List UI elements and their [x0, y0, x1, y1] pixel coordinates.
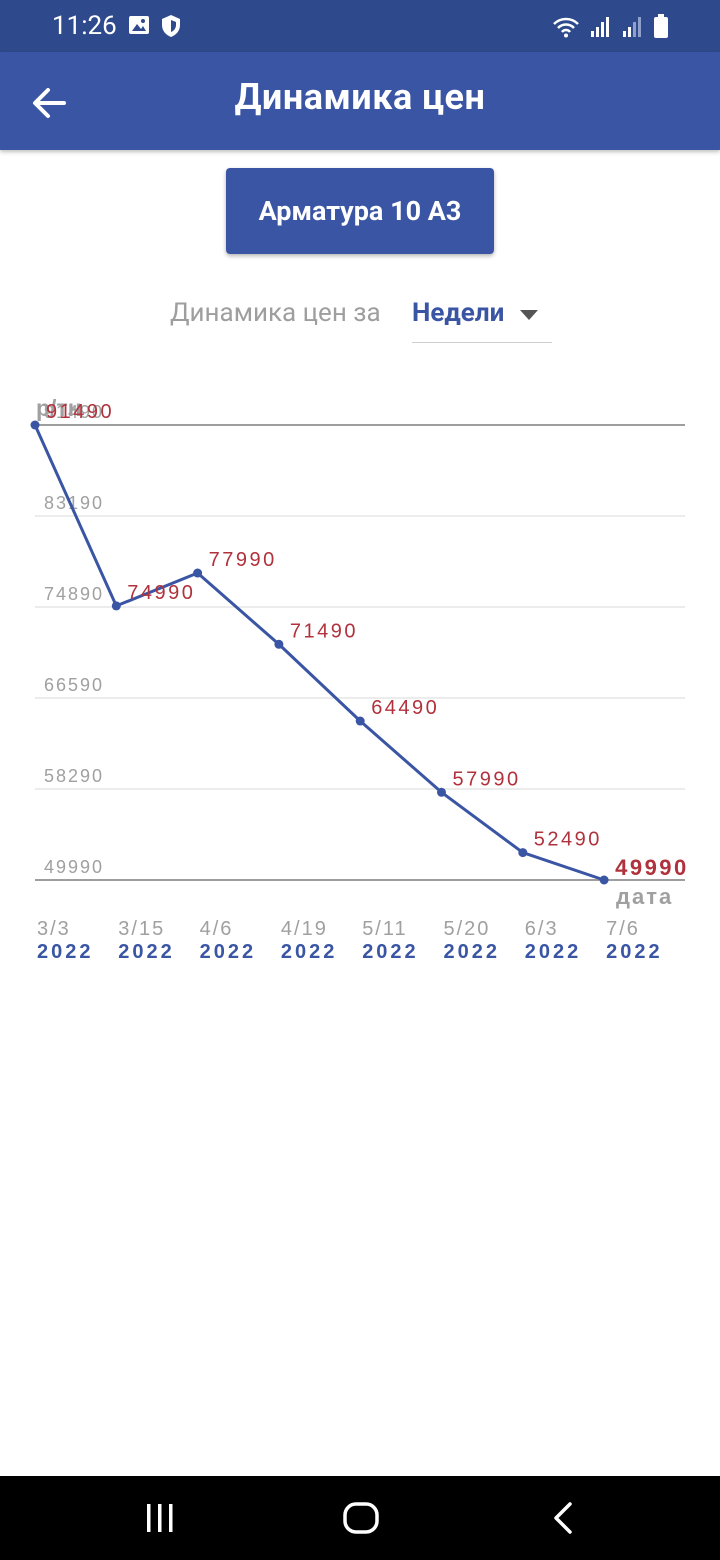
data-point — [193, 568, 203, 578]
x-tick-label-date: 6/3 — [525, 918, 559, 940]
series-line — [33, 424, 605, 882]
price-chart: 914908319074890665905829049990р/тндата91… — [30, 395, 689, 963]
period-label: Динамика цен за — [170, 298, 381, 328]
app-bar: Динамика цен — [0, 52, 720, 150]
x-tick-label-year: 2022 — [118, 941, 175, 963]
back-arrow-icon[interactable] — [30, 84, 68, 122]
y-axis-label: р/тн — [36, 395, 82, 421]
page-title: Динамика цен — [234, 76, 486, 118]
data-label: 64490 — [371, 697, 439, 719]
data-label: 74990 — [127, 582, 195, 604]
product-select-button[interactable]: Арматура 10 А3 — [226, 168, 494, 254]
x-tick-label-date: 3/3 — [37, 918, 71, 940]
data-label: 52490 — [534, 829, 602, 851]
image-notification-icon — [129, 16, 149, 34]
data-label: 49990 — [615, 855, 689, 880]
signal-2-icon — [623, 17, 641, 37]
x-tick-label-year: 2022 — [525, 941, 582, 963]
status-right-icons — [552, 14, 668, 38]
system-nav-bar — [0, 1476, 720, 1560]
x-tick-label-date: 4/19 — [281, 918, 328, 940]
period-dropdown[interactable]: Недели — [412, 288, 552, 343]
y-tick-label: 66590 — [44, 675, 104, 695]
recent-apps-icon[interactable] — [145, 1498, 175, 1538]
y-tick-label: 58290 — [44, 766, 104, 786]
x-tick-label-year: 2022 — [37, 941, 94, 963]
signal-icon — [591, 17, 609, 37]
x-tick-label-year: 2022 — [606, 941, 663, 963]
data-label: 91490 — [46, 401, 114, 423]
x-tick-label-year: 2022 — [281, 941, 338, 963]
data-point — [355, 716, 365, 726]
data-point — [518, 848, 528, 858]
back-nav-icon[interactable] — [550, 1498, 576, 1538]
data-point — [30, 420, 40, 430]
x-tick-label-date: 5/11 — [362, 918, 407, 940]
data-label: 57990 — [453, 768, 521, 790]
shield-icon — [162, 15, 180, 37]
x-tick-label-year: 2022 — [200, 941, 257, 963]
status-left-icons — [128, 14, 182, 38]
battery-icon — [654, 14, 668, 38]
y-tick-label: 74890 — [44, 584, 104, 604]
x-tick-label-date: 3/15 — [118, 918, 165, 940]
data-label: 71490 — [290, 620, 358, 642]
x-axis-label: дата — [616, 884, 673, 909]
x-tick-label-year: 2022 — [444, 941, 501, 963]
status-time: 11:26 — [52, 11, 117, 41]
dropdown-caret-icon — [520, 310, 538, 320]
x-tick-label-date: 4/6 — [200, 918, 234, 940]
period-dropdown-value: Недели — [412, 298, 505, 328]
data-point — [599, 875, 609, 885]
x-tick-label-date: 7/6 — [606, 918, 640, 940]
y-tick-label: 91490 — [44, 402, 104, 422]
x-tick-label-date: 5/20 — [444, 918, 491, 940]
status-bar: 11:26 — [0, 0, 720, 52]
wifi-icon — [553, 17, 579, 38]
data-point — [111, 601, 121, 611]
x-tick-label-year: 2022 — [362, 941, 419, 963]
y-tick-label: 83190 — [44, 493, 104, 513]
data-point — [437, 787, 446, 797]
home-icon[interactable] — [342, 1498, 380, 1538]
data-point — [274, 639, 284, 649]
y-tick-label: 49990 — [44, 857, 104, 877]
data-label: 77990 — [209, 549, 277, 571]
